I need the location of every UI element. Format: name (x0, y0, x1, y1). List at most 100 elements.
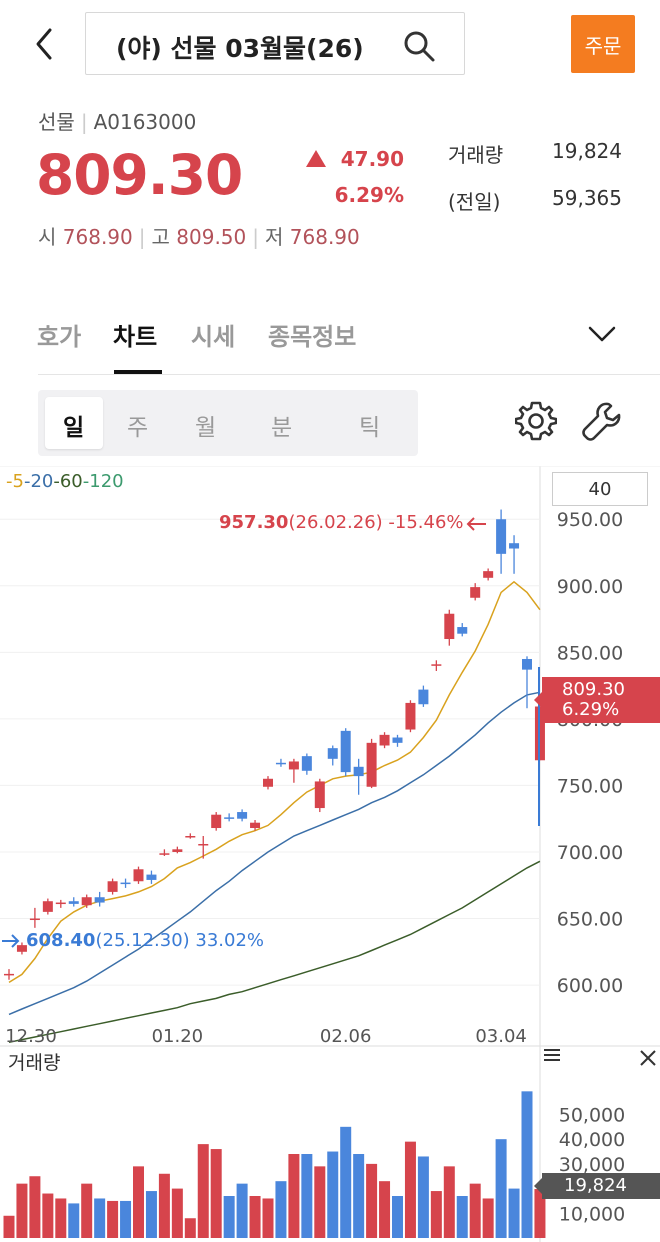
price-tick-label: 650.00 (557, 909, 623, 931)
price-tick-label: 600.00 (557, 975, 623, 997)
candle-body (483, 571, 494, 578)
tab-info[interactable]: 종목정보 (268, 323, 357, 351)
candle-body (237, 812, 248, 819)
volume-bar (133, 1166, 144, 1238)
candle-body (250, 822, 261, 829)
volume-bar (521, 1091, 533, 1238)
price-tick-label: 900.00 (557, 576, 623, 598)
date-tick-label: 01.20 (152, 1026, 204, 1047)
candle-body (496, 519, 507, 554)
volume-bar (534, 1189, 546, 1238)
gear-icon[interactable] (515, 400, 557, 442)
low-annotation: 608.40(25.12.30) 33.02% (26, 930, 264, 951)
period-tick[interactable]: 틱 (359, 415, 381, 441)
high-value: 809.50 (176, 225, 247, 249)
candle-body (198, 843, 209, 846)
ma5-label: -5 (6, 471, 24, 492)
volume-label: 거래량 (448, 143, 504, 167)
candle-body (120, 882, 131, 885)
tab-divider (38, 374, 660, 375)
volume-bar (314, 1166, 326, 1238)
volume-bar (223, 1196, 235, 1238)
menu-icon[interactable] (542, 1047, 562, 1063)
high-annotation-pct: -15.46% (388, 512, 464, 533)
volume-bar (353, 1154, 365, 1238)
volume-bar (210, 1149, 222, 1238)
close-icon[interactable] (638, 1048, 658, 1068)
high-label: 고 (151, 225, 170, 249)
search-icon[interactable] (402, 29, 436, 63)
ohl-row: 시 768.90 | 고 809.50 | 저 768.90 (38, 221, 360, 250)
candle-body (81, 897, 92, 906)
price-tick-label: 700.00 (557, 842, 623, 864)
candle-body (29, 918, 40, 921)
volume-bar (275, 1181, 287, 1238)
volume-bar (404, 1141, 416, 1238)
up-triangle-icon (306, 150, 326, 167)
search-title: (야) 선물 03월물(26) (116, 34, 364, 63)
candle-body (146, 874, 157, 880)
volume-bar (42, 1193, 54, 1238)
date-tick-label: 02.06 (320, 1026, 372, 1047)
period-daily[interactable]: 일 (63, 415, 85, 441)
open-value: 768.90 (62, 225, 133, 249)
tab-quotes[interactable]: 시세 (191, 323, 236, 351)
period-minute[interactable]: 분 (271, 415, 293, 441)
candle-body (431, 664, 442, 666)
volume-bar (469, 1183, 481, 1238)
volume-bar (340, 1126, 352, 1238)
candle-body (522, 658, 532, 670)
separator: | (138, 225, 146, 249)
volume-bar (197, 1144, 209, 1238)
ma60-line (8, 860, 541, 1044)
volume-bar (456, 1196, 468, 1238)
candle-body (470, 587, 481, 598)
volume-bar (16, 1183, 28, 1238)
open-label: 시 (38, 225, 57, 249)
volume-bar (55, 1198, 67, 1238)
volume-value: 19,824 (552, 139, 622, 163)
current-price-tag-value: 809.30 (562, 679, 625, 700)
right-arrow-icon (2, 934, 20, 948)
tab-chart[interactable]: 차트 (113, 323, 158, 351)
ma120-label: -120 (82, 471, 124, 492)
candle-body (4, 973, 14, 976)
volume-bar (68, 1203, 80, 1238)
back-arrow-icon[interactable] (30, 24, 60, 64)
low-value: 768.90 (289, 225, 360, 249)
volume-bar (301, 1154, 313, 1238)
candle-count-input[interactable]: 40 (552, 472, 648, 506)
candle-body (107, 881, 118, 892)
price-tick-label: 850.00 (557, 642, 623, 664)
volume-bar (392, 1196, 403, 1238)
instrument-info: 선물 | A0163000 (38, 106, 196, 135)
ma60-label: -60 (53, 471, 83, 492)
candle-body (16, 945, 27, 952)
volume-tick-label: 40,000 (559, 1129, 625, 1151)
volume-bar (262, 1198, 274, 1238)
ma-legend: -5-20-60-120 (6, 471, 124, 492)
price-tick-label: 750.00 (557, 775, 623, 797)
candle-body (392, 737, 403, 743)
low-annotation-date: (25.12.30) (95, 930, 190, 951)
tab-orderbook[interactable]: 호가 (37, 323, 82, 351)
volume-bar (495, 1139, 507, 1238)
candle-body (353, 766, 364, 777)
high-annotation: 957.30(26.02.26) -15.46% (219, 512, 464, 533)
volume-bar (236, 1183, 248, 1238)
volume-bar (107, 1200, 119, 1238)
candle-body (444, 613, 455, 640)
period-monthly[interactable]: 월 (195, 415, 217, 441)
candle-body (509, 543, 520, 549)
period-weekly[interactable]: 주 (127, 415, 149, 441)
separator: | (80, 110, 88, 134)
chevron-down-icon[interactable] (586, 322, 618, 346)
candle-body (224, 817, 235, 819)
date-tick-label: 12.30 (5, 1026, 57, 1047)
wrench-icon[interactable] (581, 400, 623, 442)
price-chart[interactable]: 950.00900.00850.00800.00750.00700.00650.… (0, 466, 660, 1242)
search-box[interactable]: (야) 선물 03월물(26) (85, 12, 465, 75)
volume-bar (366, 1163, 378, 1238)
candle-body (288, 761, 299, 770)
order-button[interactable]: 주문 (571, 15, 635, 73)
